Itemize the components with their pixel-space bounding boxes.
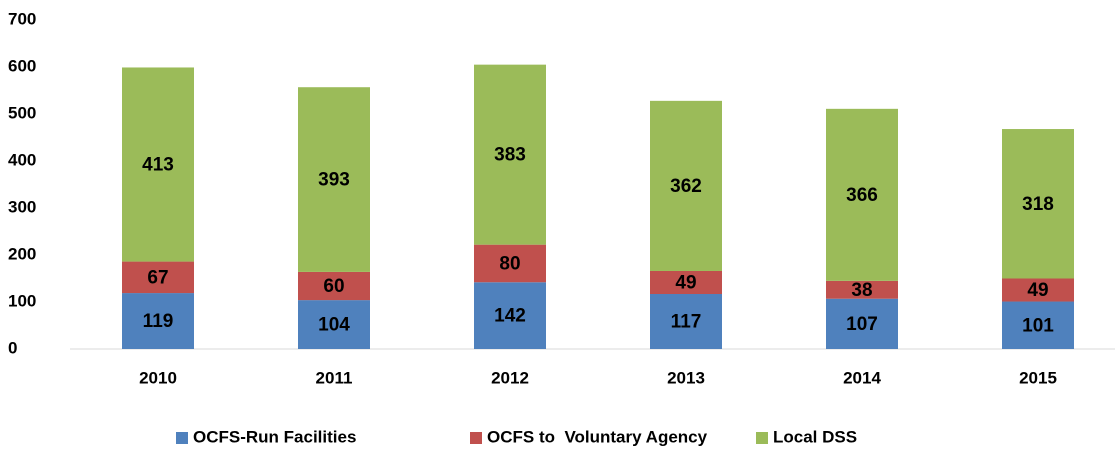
x-tick-label: 2011: [316, 368, 353, 387]
x-tick-label: 2012: [491, 368, 529, 387]
bar-segment: [650, 294, 722, 349]
legend-swatch: [176, 432, 188, 444]
bar-segment: [650, 100, 722, 271]
y-tick-label: 500: [8, 103, 36, 122]
data-label: 38: [851, 280, 872, 301]
y-tick-label: 100: [8, 291, 36, 310]
data-label: 49: [675, 273, 696, 294]
data-label: 318: [1022, 194, 1054, 215]
x-tick-label: 2014: [843, 368, 881, 387]
y-tick-label: 400: [8, 150, 36, 169]
data-label: 80: [499, 253, 520, 274]
data-label: 117: [671, 312, 702, 333]
data-label: 101: [1022, 315, 1054, 336]
data-label: 119: [143, 311, 174, 332]
data-label: 413: [142, 155, 174, 176]
y-tick-label: 300: [8, 197, 36, 216]
data-label: 383: [494, 145, 526, 166]
bar-segment: [298, 271, 370, 301]
bar-segment: [1002, 129, 1074, 279]
bar-segment: [1002, 278, 1074, 302]
data-label: 67: [147, 267, 168, 288]
bar-segment: [1002, 301, 1074, 349]
bar-segment: [826, 280, 898, 299]
bar-segment: [474, 282, 546, 349]
data-label: 366: [846, 185, 878, 206]
y-tick-label: 200: [8, 244, 36, 263]
data-label: 49: [1027, 280, 1048, 301]
data-label: 142: [494, 306, 526, 327]
legend-swatch: [470, 432, 482, 444]
bar-segment: [122, 261, 194, 294]
legend-label: OCFS to Voluntary Agency: [487, 427, 708, 446]
bar-segment: [474, 244, 546, 283]
bar-segment: [298, 87, 370, 272]
x-tick-label: 2015: [1019, 368, 1057, 387]
legend-label: Local DSS: [773, 427, 857, 446]
data-label: 362: [670, 176, 702, 197]
data-label: 104: [318, 315, 350, 336]
y-tick-label: 600: [8, 56, 36, 75]
legend-label: OCFS-Run Facilities: [193, 427, 356, 446]
bar-segment: [122, 67, 194, 262]
bar-segment: [826, 298, 898, 349]
data-label: 60: [323, 276, 344, 297]
data-label: 107: [846, 314, 878, 335]
bar-segment: [474, 64, 546, 245]
y-tick-label: 700: [8, 9, 36, 28]
x-tick-label: 2013: [667, 368, 705, 387]
bar-segment: [826, 108, 898, 281]
bar-segment: [650, 270, 722, 295]
bar-segment: [122, 293, 194, 349]
y-tick-label: 0: [8, 338, 17, 357]
legend-swatch: [756, 432, 768, 444]
x-tick-label: 2010: [139, 368, 177, 387]
bar-segment: [298, 300, 370, 349]
data-label: 393: [318, 170, 350, 191]
